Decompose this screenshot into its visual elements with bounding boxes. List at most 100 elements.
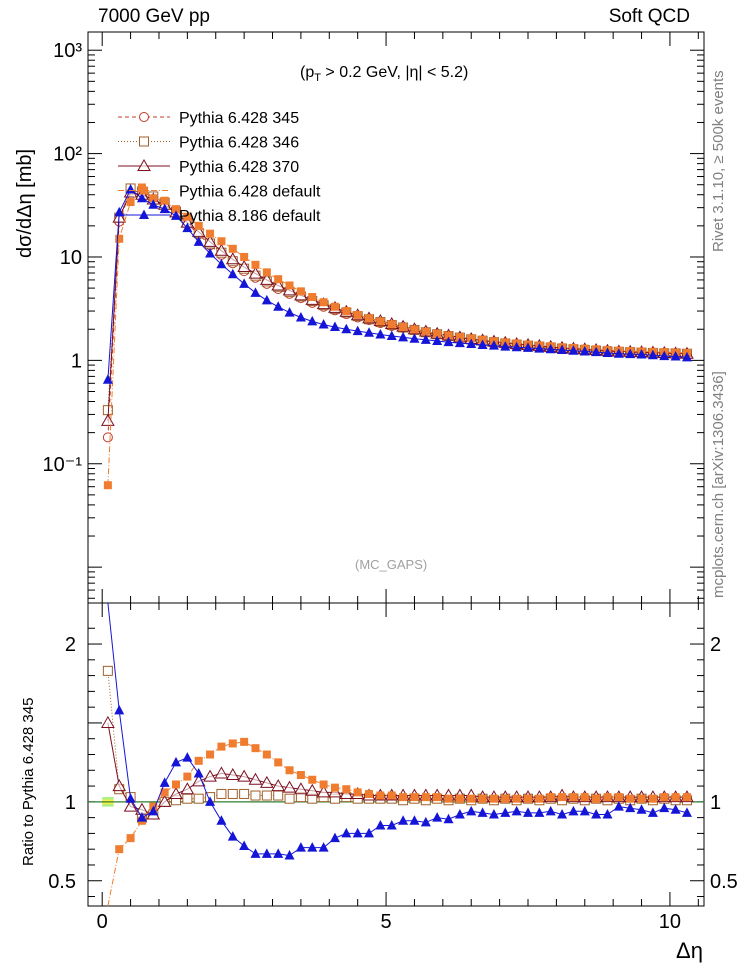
- process-title: Soft QCD: [608, 6, 690, 27]
- main-data-point: [159, 203, 170, 214]
- ratio-tick-labels: 2 2 1 1 0.5 0.5 0 5 10: [48, 634, 738, 933]
- ratio-data-point: [216, 788, 227, 799]
- ratio-data-point: [478, 794, 487, 803]
- main-series-line: [107, 186, 688, 486]
- main-data-point: [239, 278, 250, 288]
- main-data-point: [420, 334, 431, 344]
- ratio-data-point: [319, 780, 328, 789]
- ratio-data-point: [523, 807, 533, 817]
- ratio-data-point: [477, 807, 488, 817]
- ratio-data-point: [558, 793, 567, 802]
- main-data-point: [557, 344, 568, 354]
- main-data-point: [114, 206, 125, 217]
- main-data-point: [568, 345, 579, 355]
- ratio-data-point: [193, 767, 204, 778]
- main-data-point: [376, 317, 385, 326]
- main-data-point: [375, 328, 386, 339]
- ratio-series-group: [101, 602, 694, 907]
- ratio-data-point: [285, 766, 294, 775]
- main-data-point: [613, 348, 624, 358]
- ratio-data-point: [284, 850, 295, 860]
- ratio-data-point: [308, 775, 317, 784]
- ratio-data-point: [364, 827, 375, 838]
- ratio-data-point: [227, 831, 238, 841]
- main-data-point: [284, 307, 295, 317]
- main-data-point: [115, 234, 124, 243]
- ratio-data-point: [410, 793, 419, 802]
- ratio-data-point: [501, 794, 510, 803]
- ratio-data-point: [239, 788, 250, 799]
- ratio-data-point: [172, 780, 180, 789]
- ratio-data-point: [682, 793, 691, 802]
- ratio-data-point: [637, 794, 646, 803]
- ratio-y-axis-label: Ratio to Pythia 6.428 345: [20, 697, 37, 866]
- ratio-data-point: [296, 771, 305, 780]
- main-data-point: [523, 342, 533, 352]
- main-data-point: [101, 413, 115, 426]
- ratio-data-point: [206, 750, 215, 759]
- main-data-point: [511, 341, 522, 352]
- main-data-point: [602, 347, 613, 357]
- main-data-point: [364, 327, 375, 337]
- main-data-point: [409, 333, 420, 343]
- ratio-data-point: [602, 808, 613, 819]
- ratio-data-point: [660, 793, 669, 802]
- main-data-point: [591, 346, 602, 357]
- main-data-point: [455, 333, 464, 342]
- cuts-label-sub: T: [314, 72, 321, 85]
- ratio-data-point: [182, 793, 193, 804]
- main-data-point: [227, 268, 238, 279]
- ratio-data-point: [433, 793, 442, 802]
- main-data-point: [251, 260, 260, 269]
- main-data-point: [205, 248, 216, 258]
- ratio-data-point: [159, 777, 170, 787]
- ratio-data-point: [136, 812, 147, 822]
- ratio-data-point: [580, 793, 589, 802]
- mcplots-label: mcplots.cern.ch [arXiv:1306.3436]: [710, 371, 727, 598]
- legend-marker: [139, 112, 149, 122]
- ratio-data-point: [330, 783, 339, 792]
- ratio-data-point: [613, 801, 624, 811]
- main-data-point: [488, 340, 499, 350]
- main-data-point: [500, 341, 511, 351]
- ratio-data-point: [123, 799, 138, 812]
- main-series-group: [101, 183, 694, 490]
- main-data-point: [432, 335, 443, 345]
- ratio-data-point: [180, 782, 195, 795]
- ratio-data-point: [659, 802, 670, 813]
- ratio-data-point: [115, 845, 124, 854]
- legend-label: Pythia 6.428 370: [179, 159, 299, 176]
- main-data-point: [636, 348, 647, 359]
- ratio-data-point: [282, 780, 297, 793]
- main-data-point: [421, 327, 430, 336]
- ratio-data-point: [681, 807, 692, 817]
- ratio-data-point: [352, 827, 363, 838]
- ratio-data-point: [342, 785, 351, 794]
- ratio-data-point: [399, 793, 408, 802]
- main-data-point: [296, 287, 305, 296]
- main-data-point: [237, 259, 251, 273]
- main-data-point: [534, 343, 545, 353]
- ratio-data-point: [671, 793, 680, 802]
- main-data-point: [341, 323, 352, 334]
- legend: Pythia 6.428 345 Pythia 6.428 346 Pythia 6…: [118, 110, 321, 225]
- main-data-point: [545, 343, 556, 354]
- main-data-point: [647, 349, 658, 360]
- main-data-point: [433, 329, 442, 338]
- main-data-point: [274, 275, 283, 284]
- main-data-point: [248, 266, 263, 279]
- ratio-y-tick-label-right: 1: [710, 792, 721, 814]
- ratio-data-point: [316, 785, 331, 798]
- ratio-data-point: [203, 769, 217, 782]
- ratio-data-point: [386, 820, 397, 830]
- ratio-data-point: [512, 794, 521, 803]
- ratio-data-point: [489, 794, 498, 803]
- ratio-y-tick-label-right: 0.5: [710, 871, 738, 893]
- main-data-point: [319, 298, 328, 307]
- ratio-data-point: [216, 815, 227, 825]
- ratio-data-point: [101, 715, 115, 728]
- main-data-point: [466, 338, 477, 348]
- main-data-point: [182, 222, 193, 233]
- main-series-line: [107, 187, 688, 411]
- main-data-point: [250, 287, 261, 297]
